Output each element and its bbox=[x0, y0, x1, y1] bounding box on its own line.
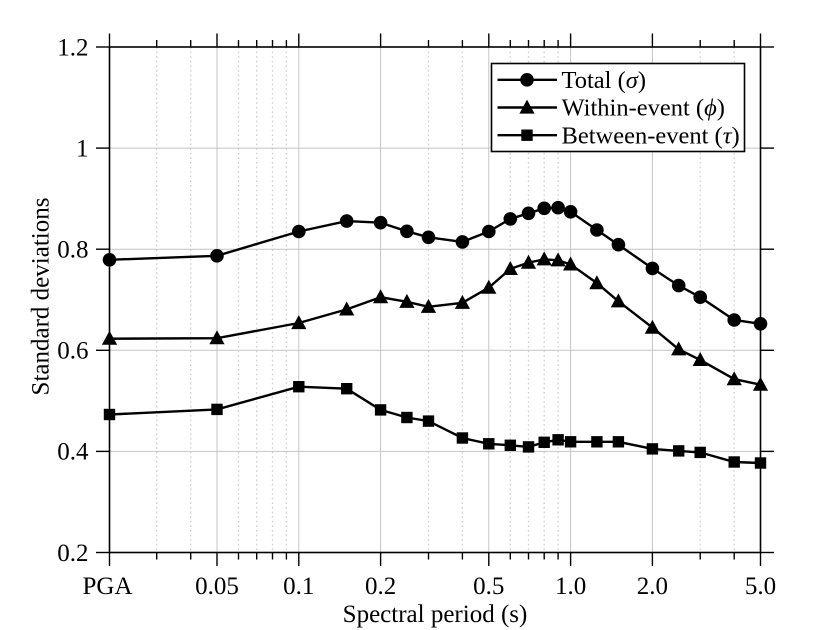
svg-text:PGA: PGA bbox=[82, 573, 132, 600]
svg-text:Standard deviations: Standard deviations bbox=[28, 198, 55, 396]
svg-text:2.0: 2.0 bbox=[637, 573, 668, 600]
svg-text:1: 1 bbox=[76, 135, 89, 162]
svg-text:0.2: 0.2 bbox=[57, 540, 88, 567]
svg-text:0.8: 0.8 bbox=[57, 237, 88, 264]
svg-text:Between-event (τ): Between-event (τ) bbox=[562, 122, 740, 149]
svg-text:5.0: 5.0 bbox=[745, 573, 776, 600]
svg-text:0.4: 0.4 bbox=[57, 439, 89, 466]
svg-text:Spectral period (s): Spectral period (s) bbox=[343, 601, 528, 628]
svg-text:Within-event (ϕ): Within-event (ϕ) bbox=[562, 95, 725, 122]
svg-text:0.6: 0.6 bbox=[57, 338, 88, 365]
svg-text:1.0: 1.0 bbox=[555, 573, 586, 600]
svg-text:0.5: 0.5 bbox=[473, 573, 504, 600]
svg-text:0.2: 0.2 bbox=[365, 573, 396, 600]
svg-text:0.05: 0.05 bbox=[195, 573, 239, 600]
svg-text:1.2: 1.2 bbox=[57, 34, 88, 61]
svg-text:0.1: 0.1 bbox=[283, 573, 314, 600]
svg-text:Total (σ): Total (σ) bbox=[562, 67, 647, 94]
